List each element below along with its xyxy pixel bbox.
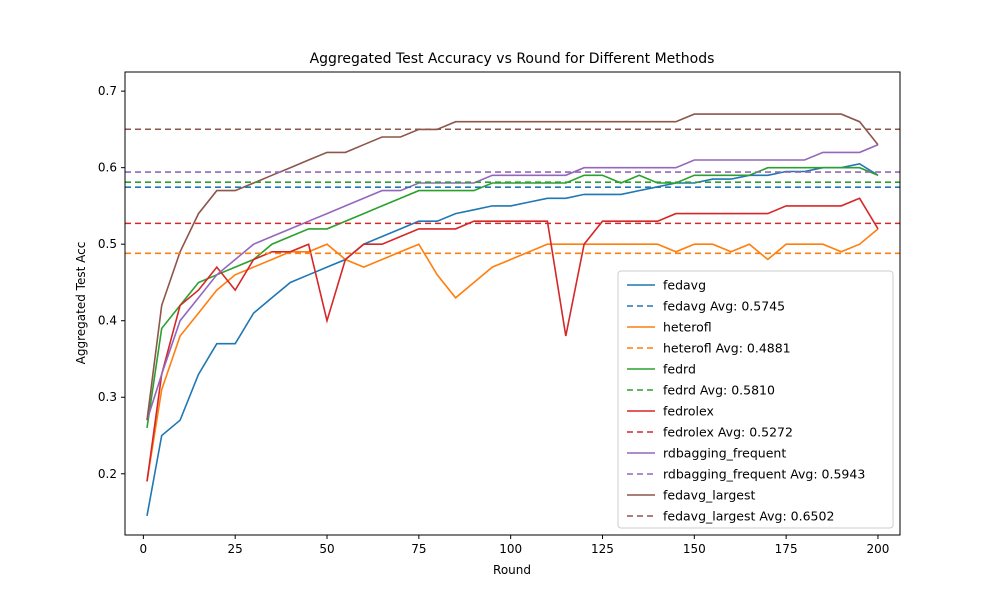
y-axis: 0.2 0.3 0.4 0.5 0.6 0.7 xyxy=(98,84,125,481)
x-axis-label: Round xyxy=(493,563,531,577)
legend-label-rdbagging_frequent: rdbagging_frequent xyxy=(663,446,786,461)
chart-title: Aggregated Test Accuracy vs Round for Di… xyxy=(310,51,715,67)
y-tick-label: 0.5 xyxy=(98,237,117,251)
x-tick-label: 200 xyxy=(867,542,890,556)
legend: fedavg fedavg Avg: 0.5745 heterofl heterofl… xyxy=(617,270,894,529)
legend-avg-label-rdbagging_frequent: rdbagging_frequent Avg: 0.5943 xyxy=(663,467,865,482)
plot-frame xyxy=(124,71,901,536)
x-tick-label: 25 xyxy=(228,542,243,556)
x-axis: 0 25 50 75 100 125 150 175 200 xyxy=(140,535,890,556)
y-tick-label: 0.6 xyxy=(98,161,117,175)
y-tick-label: 0.3 xyxy=(98,390,117,404)
legend-avg-label-fedrd: fedrd Avg: 0.5810 xyxy=(663,383,775,398)
y-tick-label: 0.7 xyxy=(98,84,117,98)
y-axis-label: Aggregated Test Acc xyxy=(74,242,88,365)
x-tick-label: 75 xyxy=(411,542,426,556)
average-lines xyxy=(125,128,900,255)
legend-avg-label-heterofl: heterofl Avg: 0.4881 xyxy=(663,341,791,356)
y-tick-label: 0.2 xyxy=(98,467,117,481)
legend-avg-label-fedavg_largest: fedavg_largest Avg: 0.6502 xyxy=(663,509,834,524)
x-tick-label: 125 xyxy=(591,542,614,556)
x-tick-label: 50 xyxy=(319,542,334,556)
series-line-rdbagging_frequent xyxy=(146,143,879,421)
series-line-fedrolex xyxy=(146,197,879,482)
y-tick-label: 0.4 xyxy=(98,314,117,328)
legend-label-heterofl: heterofl xyxy=(663,320,712,335)
series-line-heterofl xyxy=(146,228,879,482)
legend-label-fedrolex: fedrolex xyxy=(663,404,714,419)
x-tick-label: 100 xyxy=(499,542,522,556)
legend-box xyxy=(617,270,894,529)
legend-label-fedavg: fedavg xyxy=(663,278,706,293)
x-tick-label: 175 xyxy=(775,542,798,556)
x-tick-label: 150 xyxy=(683,542,706,556)
legend-label-fedrd: fedrd xyxy=(663,362,696,377)
legend-avg-label-fedrolex: fedrolex Avg: 0.5272 xyxy=(663,425,793,440)
legend-avg-label-fedavg: fedavg Avg: 0.5745 xyxy=(663,299,785,314)
series-line-fedavg_largest xyxy=(146,113,879,421)
x-tick-label: 0 xyxy=(140,542,148,556)
series-line-fedavg xyxy=(146,162,879,517)
legend-label-fedavg_largest: fedavg_largest xyxy=(663,488,755,503)
